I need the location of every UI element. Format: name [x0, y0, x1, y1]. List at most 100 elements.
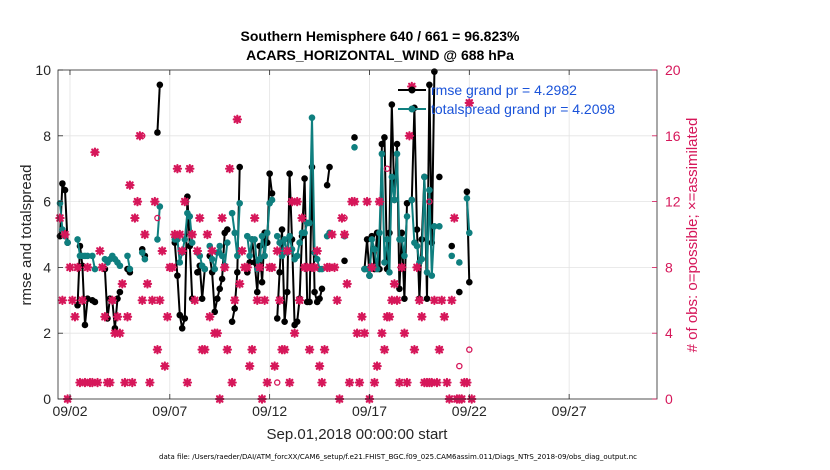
obs-assimilated-marker	[399, 328, 410, 338]
obs-assimilated-marker	[402, 377, 412, 388]
obs-assimilated-marker	[367, 262, 377, 273]
totalspread-point	[393, 150, 401, 158]
totalspread-point	[376, 229, 383, 237]
obs-assimilated-marker	[464, 98, 475, 108]
marker-stroke	[158, 247, 167, 255]
rmse-point	[381, 134, 388, 141]
marker-stroke	[375, 197, 384, 206]
obs-assimilated-marker	[222, 344, 233, 355]
obs-assimilated-marker	[137, 295, 147, 305]
marker-stroke	[118, 280, 127, 288]
rmse-point	[311, 288, 318, 296]
totalspread-point	[236, 199, 243, 207]
obs-assimilated-marker	[249, 213, 260, 223]
obs-assimilated-marker	[442, 377, 452, 388]
obs-assimilated-marker	[127, 377, 137, 388]
obs-assimilated-marker	[152, 344, 163, 355]
marker-stroke	[193, 247, 202, 255]
marker-stroke	[58, 296, 67, 305]
rmse-point	[283, 288, 291, 296]
marker-stroke	[310, 263, 319, 272]
x-axis-label: Sep.01,2018 00:00:00 start	[267, 426, 449, 443]
marker-stroke	[83, 263, 92, 272]
obs-assimilated-marker	[227, 377, 237, 388]
marker-stroke	[233, 115, 242, 124]
marker-stroke	[273, 247, 282, 255]
obs-possible-marker	[351, 198, 358, 205]
marker-stroke	[220, 263, 229, 272]
rmse-point	[378, 140, 386, 148]
obs-assimilated-marker	[225, 164, 235, 174]
rmse-point	[116, 288, 124, 296]
totalspread-point	[368, 236, 376, 243]
marker-stroke	[178, 247, 186, 255]
marker-stroke	[333, 296, 341, 305]
y-left-tick-label: 4	[43, 259, 51, 275]
obs-assimilated-marker	[232, 114, 243, 125]
rmse-line	[208, 228, 229, 313]
totalspread-point	[188, 239, 196, 247]
marker-stroke	[175, 230, 184, 239]
rmse-point	[61, 186, 69, 194]
marker-stroke	[270, 362, 279, 370]
marker-stroke	[430, 296, 439, 305]
marker-stroke	[98, 263, 107, 272]
marker-stroke	[253, 296, 262, 305]
marker-stroke	[243, 263, 252, 272]
marker-stroke	[405, 132, 414, 140]
totalspread-point	[228, 209, 236, 217]
marker-stroke	[440, 312, 449, 321]
obs-assimilated-marker	[319, 344, 330, 355]
marker-stroke	[248, 345, 256, 354]
obs-assimilated-marker	[117, 279, 127, 289]
totalspread-point	[273, 232, 281, 240]
totalspread-point	[426, 186, 433, 194]
obs-assimilated-marker	[254, 262, 265, 273]
obs-assimilated-marker	[284, 377, 295, 388]
totalspread-point	[388, 173, 396, 181]
totalspread-point	[231, 229, 239, 237]
totalspread-point	[408, 196, 416, 204]
marker-stroke	[126, 181, 134, 189]
x-tick-label: 09/12	[252, 403, 287, 419]
obs-assimilated-marker	[207, 246, 217, 256]
obs-assimilated-marker	[429, 295, 440, 305]
marker-stroke	[61, 230, 69, 239]
marker-stroke	[313, 247, 321, 255]
totalspread-point	[124, 252, 131, 260]
totalspread-point	[276, 239, 283, 247]
totalspread-point	[126, 265, 134, 273]
obs-assimilated-marker	[329, 262, 340, 273]
obs-assimilated-marker	[272, 246, 282, 256]
obs-assimilated-marker	[155, 295, 165, 305]
marker-stroke	[250, 214, 259, 222]
marker-stroke	[108, 296, 117, 305]
obs-assimilated-marker	[354, 377, 365, 388]
totalspread-point	[466, 229, 473, 237]
rmse-point	[228, 318, 236, 325]
obs-possible-marker	[273, 379, 281, 386]
marker-stroke	[73, 263, 82, 272]
totalspread-line	[276, 116, 322, 270]
marker-stroke	[293, 197, 302, 206]
totalspread-point	[448, 252, 456, 260]
marker-stroke	[91, 148, 99, 157]
marker-stroke	[433, 378, 441, 387]
chart-title: Southern Hemisphere 640 / 661 = 96.823%	[241, 28, 521, 44]
totalspread-point	[211, 265, 219, 273]
obs-assimilated-marker	[100, 312, 110, 322]
marker-stroke	[146, 378, 154, 387]
marker-stroke	[395, 378, 404, 387]
rmse-point	[351, 134, 358, 141]
marker-stroke	[340, 230, 349, 239]
marker-stroke	[450, 214, 459, 222]
marker-stroke	[345, 378, 354, 387]
obs-assimilated-marker	[447, 295, 457, 305]
obs-assimilated-marker	[439, 312, 450, 322]
marker-stroke	[205, 312, 214, 321]
obs-assimilated-marker	[282, 246, 292, 256]
totalspread-point	[218, 252, 226, 260]
totalspread-line	[465, 198, 471, 233]
obs-assimilated-marker	[394, 377, 405, 388]
totalspread-point	[216, 242, 224, 250]
